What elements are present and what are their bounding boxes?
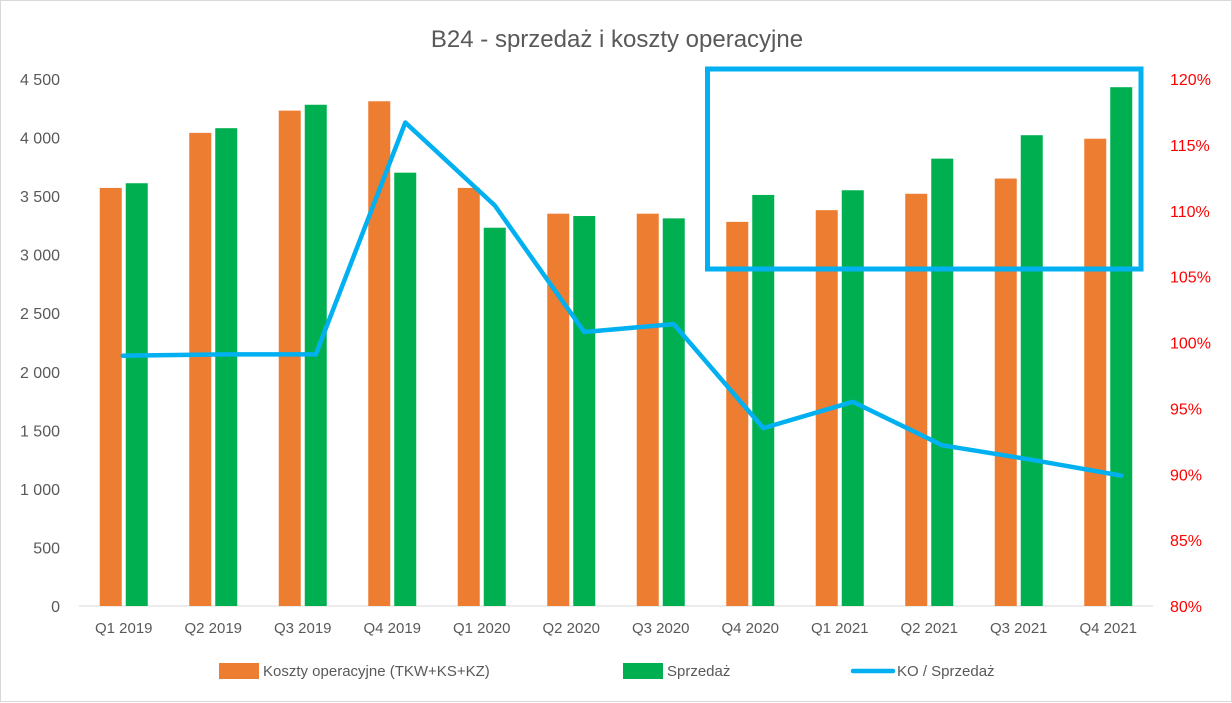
x-axis-tick-label: Q2 2020 xyxy=(542,620,600,637)
sprzedaz-bar xyxy=(125,183,148,606)
koszty-bar xyxy=(726,221,749,606)
sprzedaz-bar xyxy=(394,172,417,606)
x-axis-tick-label: Q3 2019 xyxy=(274,620,332,637)
left-axis-tick-label: 4 000 xyxy=(20,131,60,148)
sprzedaz-bar xyxy=(841,190,864,606)
x-axis-tick-label: Q3 2021 xyxy=(990,620,1048,637)
left-axis-tick-label: 3 000 xyxy=(20,248,60,265)
x-axis-tick-label: Q3 2020 xyxy=(632,620,690,637)
koszty-bar xyxy=(99,187,122,606)
highlight-box xyxy=(705,66,1144,272)
left-axis-ticks: 0 500 1 000 1 500 2 000 2 500 3 000 3 500 4 000 4… xyxy=(20,72,60,616)
left-axis-tick-label: 4 500 xyxy=(20,72,60,89)
sprzedaz-bar xyxy=(1110,87,1133,607)
x-axis-tick-label: Q4 2021 xyxy=(1079,620,1137,637)
left-axis-tick-label: 0 xyxy=(51,599,60,616)
legend: Koszty operacyjne (TKW+KS+KZ) Sprzedaż KO … xyxy=(219,663,995,680)
left-axis-tick-label: 1 000 xyxy=(20,482,60,499)
legend-swatch xyxy=(219,663,259,679)
sprzedaz-bar xyxy=(1020,135,1043,607)
left-axis-tick-label: 1 500 xyxy=(20,423,60,440)
right-axis-tick-label: 100% xyxy=(1170,336,1211,353)
legend-label: Koszty operacyjne (TKW+KS+KZ) xyxy=(263,663,490,680)
x-axis-tick-label: Q1 2019 xyxy=(95,620,153,637)
koszty-bar xyxy=(994,178,1017,607)
koszty-bar xyxy=(547,213,570,606)
right-axis-tick-label: 80% xyxy=(1170,599,1202,616)
chart-title: B24 - sprzedaż i koszty operacyjne xyxy=(431,26,803,53)
right-axis-tick-label: 95% xyxy=(1170,401,1202,418)
x-axis-tick-label: Q4 2019 xyxy=(363,620,421,637)
koszty-bar xyxy=(457,187,480,606)
legend-label: Sprzedaż xyxy=(667,663,730,680)
sprzedaz-bar xyxy=(752,194,775,606)
x-axis-ticks: Q1 2019 Q2 2019 Q3 2019 Q4 2019 Q1 2020 Q2 20… xyxy=(95,620,1137,637)
ko-sprzedaz-line xyxy=(120,120,1124,478)
sprzedaz-bar xyxy=(573,216,596,606)
right-axis-tick-label: 85% xyxy=(1170,533,1202,550)
koszty-bar xyxy=(189,132,212,607)
right-axis-tick-label: 120% xyxy=(1170,72,1211,89)
x-axis-tick-label: Q1 2021 xyxy=(811,620,869,637)
left-axis-tick-label: 2 000 xyxy=(20,365,60,382)
highlight-group xyxy=(705,66,1144,272)
x-axis-tick-label: Q1 2020 xyxy=(453,620,511,637)
sprzedaz-bar xyxy=(483,227,506,606)
left-axis-tick-label: 2 500 xyxy=(20,306,60,323)
sprzedaz-bar xyxy=(931,158,954,606)
x-axis-tick-label: Q2 2021 xyxy=(900,620,958,637)
sprzedaz-bar xyxy=(215,128,238,606)
right-axis-tick-label: 90% xyxy=(1170,467,1202,484)
koszty-bar xyxy=(278,110,301,607)
x-axis-tick-label: Q4 2020 xyxy=(721,620,779,637)
koszty-bar xyxy=(368,101,391,607)
left-axis-tick-label: 3 500 xyxy=(20,189,60,206)
legend-swatch xyxy=(623,663,663,679)
x-axis-tick-label: Q2 2019 xyxy=(184,620,242,637)
right-axis-tick-label: 105% xyxy=(1170,270,1211,287)
line-series-group xyxy=(120,120,1124,478)
right-axis-ticks: 80% 85% 90% 95% 100% 105% 110% 115% 120% xyxy=(1170,72,1211,616)
legend-label: KO / Sprzedaż xyxy=(897,663,995,680)
koszty-bar xyxy=(1084,138,1107,606)
sprzedaz-bar xyxy=(662,218,685,606)
koszty-bar xyxy=(636,213,659,606)
right-axis-tick-label: 110% xyxy=(1170,204,1210,221)
left-axis-tick-label: 500 xyxy=(33,540,60,557)
right-axis-tick-label: 115% xyxy=(1170,138,1210,155)
bars-group xyxy=(99,87,1133,607)
koszty-bar xyxy=(905,193,928,606)
